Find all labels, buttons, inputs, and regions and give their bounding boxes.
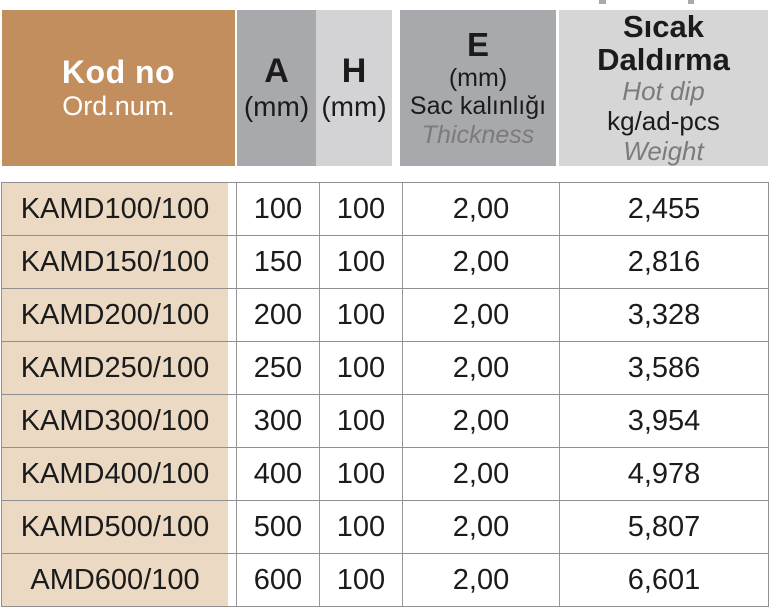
header-a-unit: (mm) bbox=[243, 91, 310, 122]
cell-h: 100 bbox=[319, 183, 402, 235]
header-w-label-en: Weight bbox=[623, 136, 704, 166]
table-row: KAMD100/100 100 100 2,00 2,455 bbox=[2, 183, 768, 236]
header-cell-kod-no: Kod no Ord.num. bbox=[2, 10, 235, 166]
cell-e: 2,00 bbox=[402, 554, 559, 606]
cell-e: 2,00 bbox=[402, 501, 559, 553]
cell-weight: 4,978 bbox=[559, 448, 768, 500]
cell-a: 300 bbox=[236, 395, 319, 447]
header-e-unit: (mm) bbox=[448, 64, 508, 92]
header-cell-h: H (mm) bbox=[316, 10, 392, 166]
table-row: KAMD150/100 150 100 2,00 2,816 bbox=[2, 236, 768, 289]
cell-h: 100 bbox=[319, 448, 402, 500]
header-cell-weight-hot-dip: Sıcak Daldırma Hot dip kg/ad-pcs Weight bbox=[559, 10, 768, 166]
cell-kod: KAMD250/100 bbox=[2, 342, 228, 394]
cell-kod: KAMD200/100 bbox=[2, 289, 228, 341]
cell-e: 2,00 bbox=[402, 448, 559, 500]
cell-a: 150 bbox=[236, 236, 319, 288]
cell-h: 100 bbox=[319, 289, 402, 341]
header-e-title: E bbox=[466, 26, 489, 63]
cell-h: 100 bbox=[319, 554, 402, 606]
header-w-desc-en: Hot dip bbox=[622, 76, 705, 106]
cell-kod: AMD600/100 bbox=[2, 554, 228, 606]
table-row: KAMD200/100 200 100 2,00 3,328 bbox=[2, 289, 768, 342]
cell-e: 2,00 bbox=[402, 395, 559, 447]
column-gutter bbox=[228, 289, 236, 341]
cell-kod: KAMD150/100 bbox=[2, 236, 228, 288]
header-cell-e-thickness: E (mm) Sac kalınlığı Thickness bbox=[400, 10, 556, 166]
header-h-unit: (mm) bbox=[321, 91, 387, 122]
table-row: KAMD250/100 250 100 2,00 3,586 bbox=[2, 342, 768, 395]
cell-a: 500 bbox=[236, 501, 319, 553]
column-gutter bbox=[228, 236, 236, 288]
table-body: KAMD100/100 100 100 2,00 2,455 KAMD150/1… bbox=[1, 182, 769, 607]
header-cell-a: A (mm) bbox=[237, 10, 316, 166]
cell-e: 2,00 bbox=[402, 289, 559, 341]
header-e-desc-en: Thickness bbox=[421, 121, 535, 149]
cell-e: 2,00 bbox=[402, 342, 559, 394]
cell-a: 250 bbox=[236, 342, 319, 394]
column-gutter bbox=[228, 554, 236, 606]
header-e-desc-tr: Sac kalınlığı bbox=[409, 92, 547, 120]
column-gutter bbox=[228, 183, 236, 235]
cell-a: 600 bbox=[236, 554, 319, 606]
cell-weight: 3,328 bbox=[559, 289, 768, 341]
table-row: KAMD400/100 400 100 2,00 4,978 bbox=[2, 448, 768, 501]
cell-kod: KAMD100/100 bbox=[2, 183, 228, 235]
cropped-text-artifact bbox=[688, 0, 694, 4]
cell-a: 100 bbox=[236, 183, 319, 235]
header-w-unit: kg/ad-pcs bbox=[607, 106, 720, 136]
header-kod-subtitle: Ord.num. bbox=[62, 91, 175, 121]
cell-kod: KAMD400/100 bbox=[2, 448, 228, 500]
cell-e: 2,00 bbox=[402, 236, 559, 288]
header-w-title-line1: Sıcak bbox=[622, 9, 704, 44]
cell-weight: 3,954 bbox=[559, 395, 768, 447]
header-h-title: H bbox=[341, 52, 367, 90]
header-a-title: A bbox=[264, 52, 289, 90]
cell-h: 100 bbox=[319, 236, 402, 288]
cell-weight: 2,816 bbox=[559, 236, 768, 288]
table-row: AMD600/100 600 100 2,00 6,601 bbox=[2, 554, 768, 606]
column-gutter bbox=[228, 342, 236, 394]
header-w-title-line2: Daldırma bbox=[597, 42, 730, 77]
cell-weight: 2,455 bbox=[559, 183, 768, 235]
cell-weight: 3,586 bbox=[559, 342, 768, 394]
column-gutter bbox=[228, 395, 236, 447]
cell-weight: 6,601 bbox=[559, 554, 768, 606]
cell-kod: KAMD500/100 bbox=[2, 501, 228, 553]
cell-h: 100 bbox=[319, 342, 402, 394]
table-row: KAMD300/100 300 100 2,00 3,954 bbox=[2, 395, 768, 448]
column-gutter bbox=[228, 501, 236, 553]
table-row: KAMD500/100 500 100 2,00 5,807 bbox=[2, 501, 768, 554]
cell-kod: KAMD300/100 bbox=[2, 395, 228, 447]
cropped-text-artifact bbox=[599, 0, 606, 4]
cell-e: 2,00 bbox=[402, 183, 559, 235]
cell-a: 400 bbox=[236, 448, 319, 500]
cell-weight: 5,807 bbox=[559, 501, 768, 553]
cell-h: 100 bbox=[319, 395, 402, 447]
cell-a: 200 bbox=[236, 289, 319, 341]
header-kod-title: Kod no bbox=[61, 54, 176, 90]
column-gutter bbox=[228, 448, 236, 500]
cell-h: 100 bbox=[319, 501, 402, 553]
